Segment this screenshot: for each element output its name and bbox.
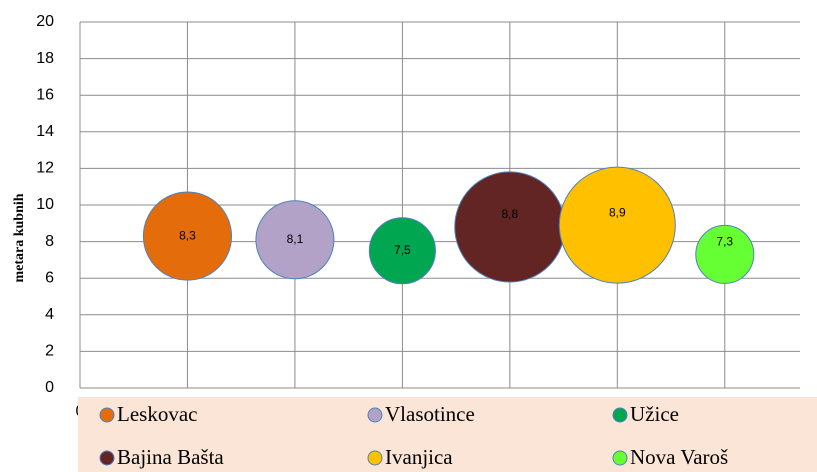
legend-label: Ivanjica <box>385 445 453 469</box>
y-tick-label: 2 <box>45 343 54 360</box>
y-tick-label: 10 <box>36 196 54 213</box>
legend-marker <box>612 450 628 466</box>
legend-box <box>78 397 817 472</box>
legend-label: Nova Varoš <box>630 445 728 469</box>
legend-marker <box>612 407 628 423</box>
y-tick-label: 20 <box>36 13 54 30</box>
legend-marker <box>99 450 115 466</box>
legend-marker <box>367 407 383 423</box>
data-label: 7,5 <box>394 243 411 257</box>
bubble <box>142 191 233 281</box>
legend-marker <box>99 407 115 423</box>
y-tick-label: 6 <box>45 269 54 286</box>
legend-label: Užice <box>630 402 679 426</box>
y-tick-label: 18 <box>36 50 54 67</box>
bubble <box>695 224 755 284</box>
data-label: 8,3 <box>179 228 196 242</box>
y-tick-label: 12 <box>36 160 54 177</box>
legend-label: Leskovac <box>117 402 197 426</box>
bubble <box>558 166 676 284</box>
data-label: 8,8 <box>502 207 519 221</box>
y-axis-label: metara kubnih <box>12 193 27 282</box>
data-label: 8,1 <box>287 232 304 246</box>
data-label: 7,3 <box>716 235 733 249</box>
y-tick-label: 0 <box>45 379 54 396</box>
y-tick-label: 4 <box>45 306 54 323</box>
legend-marker <box>367 450 383 466</box>
legend-label: Bajina Bašta <box>117 445 224 469</box>
bubble <box>454 171 566 283</box>
legend-label: Vlasotince <box>385 402 475 426</box>
y-tick-label: 8 <box>45 233 54 250</box>
data-label: 8,9 <box>609 205 626 219</box>
y-tick-label: 14 <box>36 123 54 140</box>
bubble <box>368 217 436 285</box>
bubble <box>255 200 335 280</box>
y-tick-label: 16 <box>36 86 54 103</box>
